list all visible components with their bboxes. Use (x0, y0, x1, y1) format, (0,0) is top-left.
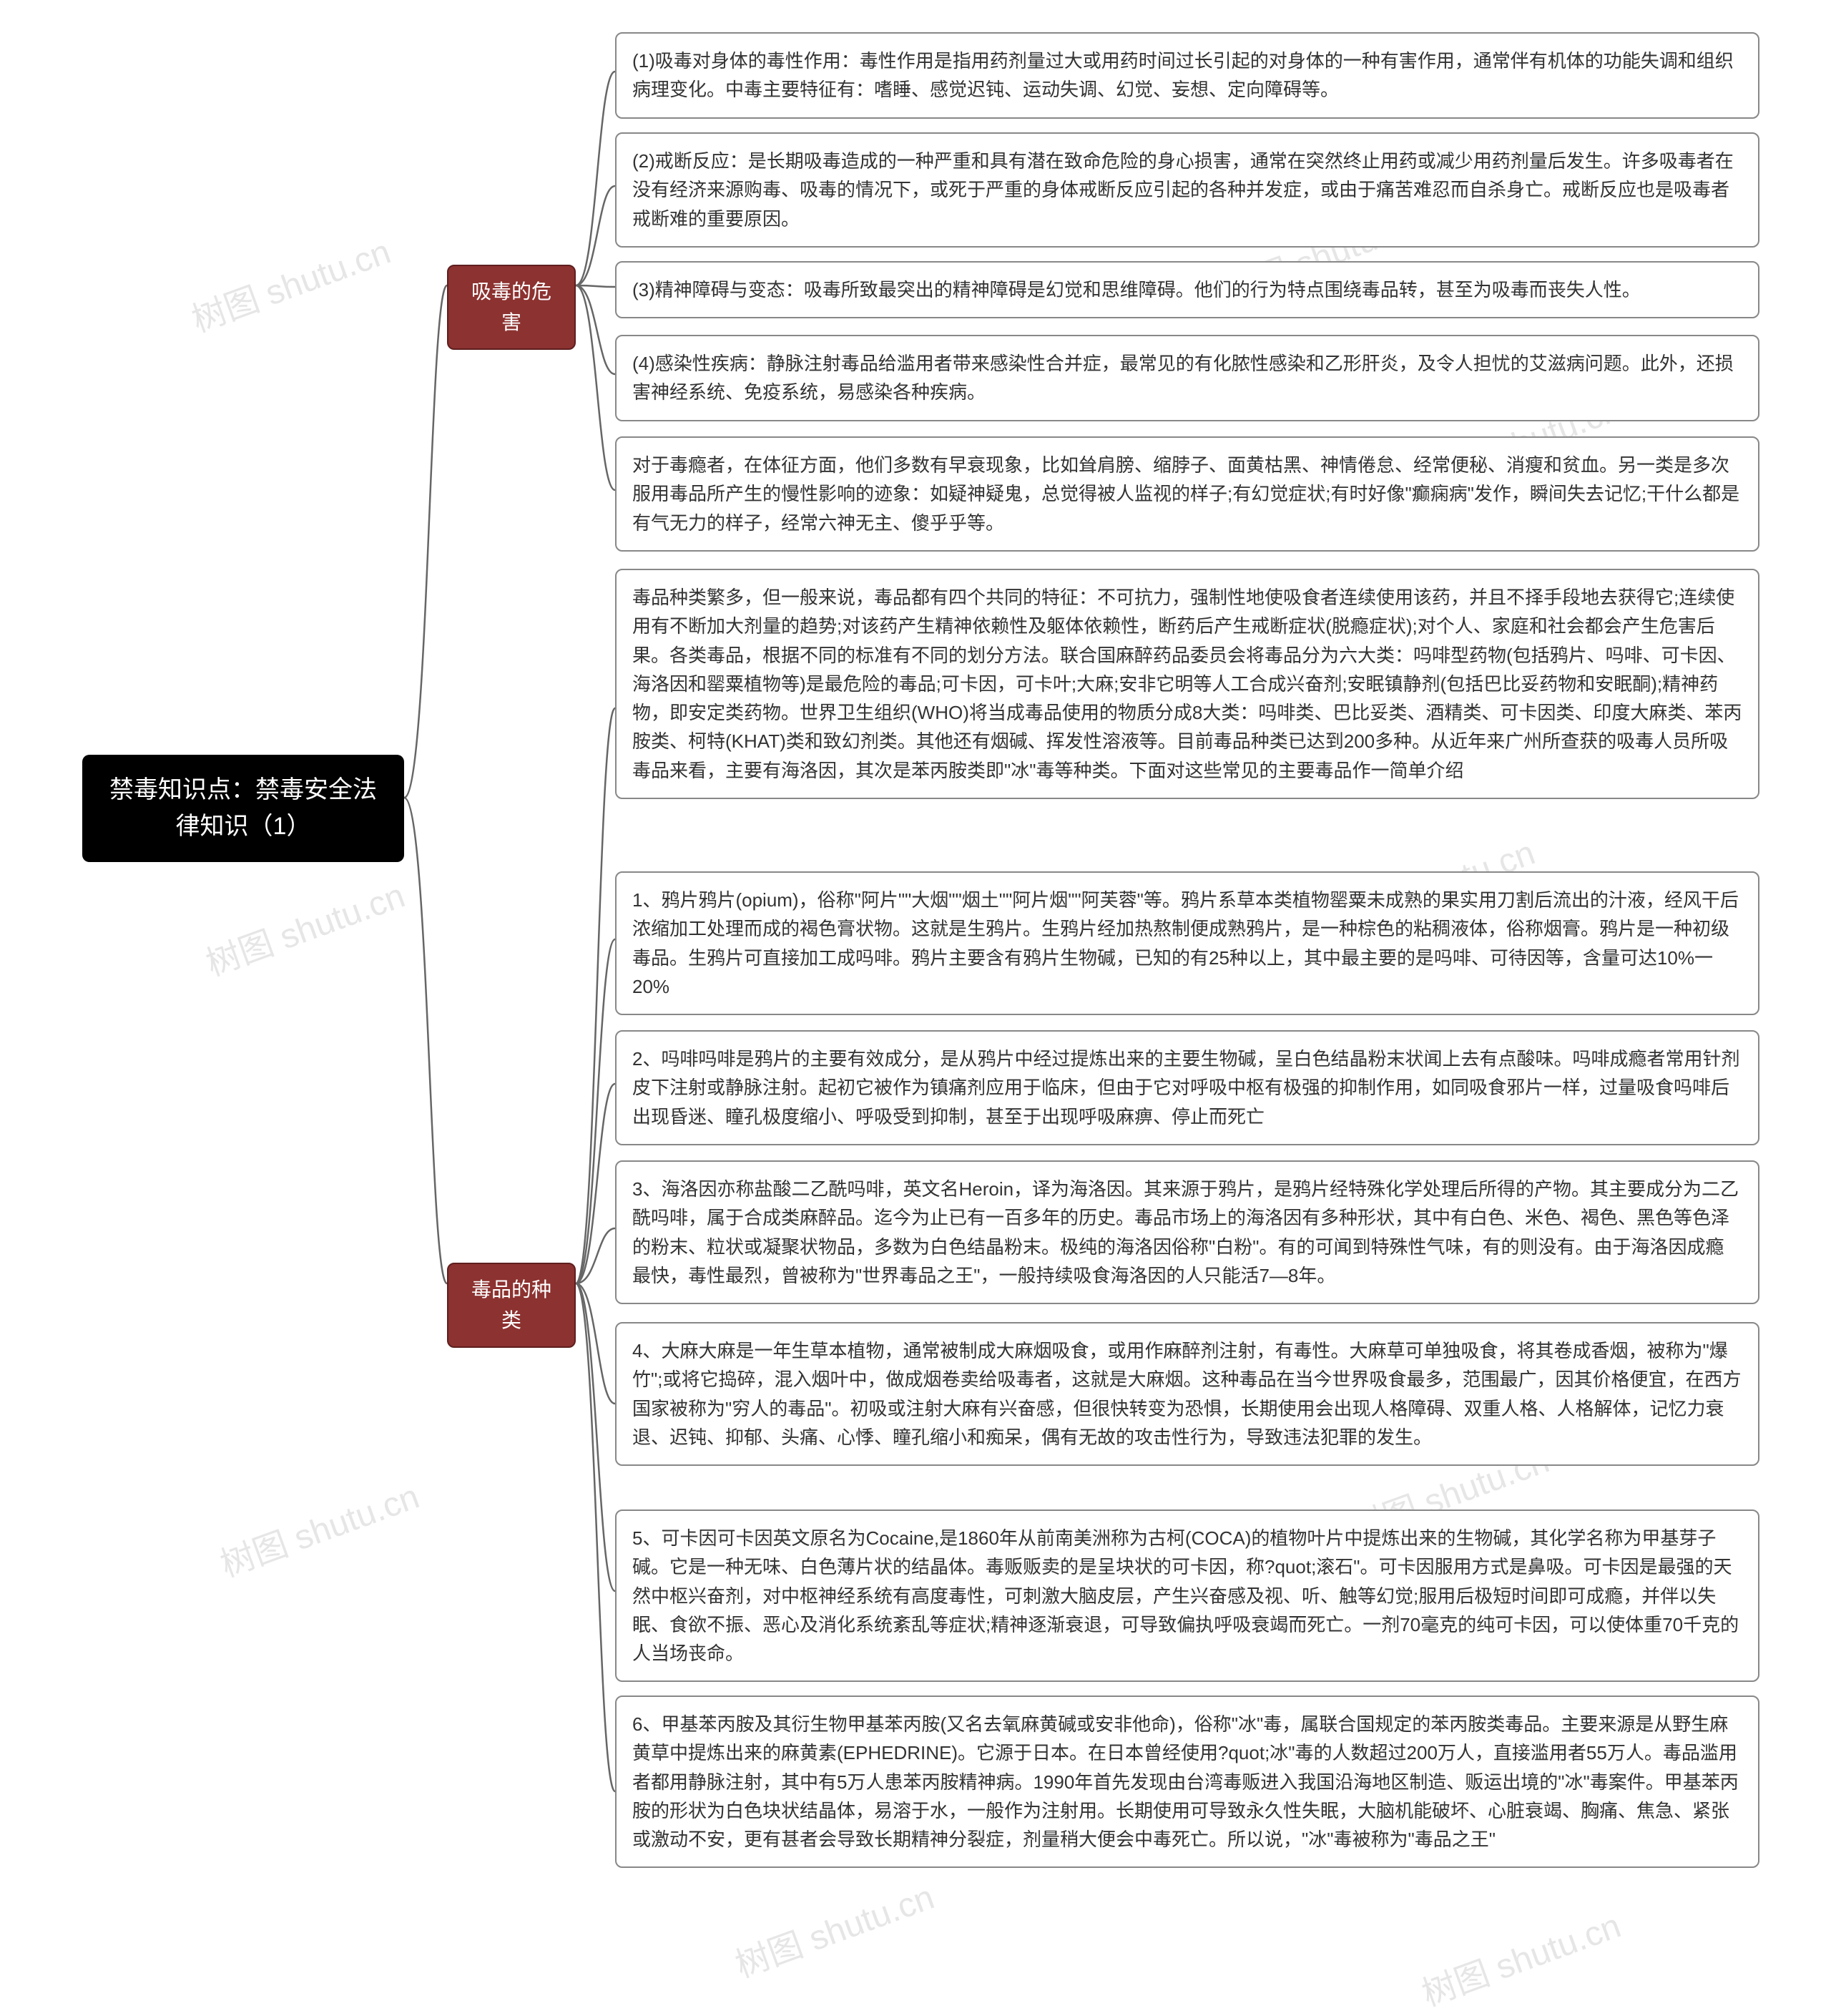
branch-label: 毒品的种类 (471, 1278, 551, 1331)
root-node[interactable]: 禁毒知识点：禁毒安全法 律知识（1） (82, 755, 404, 862)
watermark: 树图 shutu.cn (1414, 1897, 1626, 2015)
leaf-type-3[interactable]: 3、海洛因亦称盐酸二乙酰吗啡，英文名Heroin，译为海洛因。其来源于鸦片，是鸦… (615, 1160, 1759, 1304)
branch-harms[interactable]: 吸毒的危害 (447, 265, 576, 350)
root-line1: 禁毒知识点：禁毒安全法 (109, 776, 377, 803)
watermark: 树图 shutu.cn (727, 1869, 940, 1987)
leaf-type-5[interactable]: 5、可卡因可卡因英文原名为Cocaine,是1860年从前南美洲称为古柯(COC… (615, 1509, 1759, 1682)
branch-label: 吸毒的危害 (471, 280, 551, 333)
leaf-type-1[interactable]: 1、鸦片鸦片(opium)，俗称"阿片""大烟""烟土""阿片烟""阿芙蓉"等。… (615, 871, 1759, 1015)
leaf-harm-3[interactable]: (3)精神障碍与变态：吸毒所致最突出的精神障碍是幻觉和思维障碍。他们的行为特点围… (615, 261, 1759, 318)
leaf-type-6[interactable]: 6、甲基苯丙胺及其衍生物甲基苯丙胺(又名去氧麻黄碱或安非他命)，俗称"冰"毒，属… (615, 1696, 1759, 1868)
leaf-type-2[interactable]: 2、吗啡吗啡是鸦片的主要有效成分，是从鸦片中经过提炼出来的主要生物碱，呈白色结晶… (615, 1030, 1759, 1145)
mindmap-canvas: 树图 shutu.cn 树图 shutu.cn 树图 shutu.cn 树图 s… (0, 0, 1831, 1986)
leaf-type-4[interactable]: 4、大麻大麻是一年生草本植物，通常被制成大麻烟吸食，或用作麻醉剂注射，有毒性。大… (615, 1322, 1759, 1466)
leaf-harm-4[interactable]: (4)感染性疾病：静脉注射毒品给滥用者带来感染性合并症，最常见的有化脓性感染和乙… (615, 335, 1759, 421)
leaf-harm-5[interactable]: 对于毒瘾者，在体征方面，他们多数有早衰现象，比如耸肩膀、缩脖子、面黄枯黑、神情倦… (615, 436, 1759, 552)
watermark: 树图 shutu.cn (212, 1468, 425, 1586)
leaf-harm-1[interactable]: (1)吸毒对身体的毒性作用：毒性作用是指用药剂量过大或用药时间过长引起的对身体的… (615, 32, 1759, 119)
root-line2: 律知识（1） (176, 813, 311, 840)
watermark: 树图 shutu.cn (184, 223, 396, 341)
leaf-harm-2[interactable]: (2)戒断反应：是长期吸毒造成的一种严重和具有潜在致命危险的身心损害，通常在突然… (615, 132, 1759, 248)
leaf-type-intro[interactable]: 毒品种类繁多，但一般来说，毒品都有四个共同的特征：不可抗力，强制性地使吸食者连续… (615, 569, 1759, 799)
watermark: 树图 shutu.cn (198, 867, 411, 985)
branch-types[interactable]: 毒品的种类 (447, 1263, 576, 1348)
